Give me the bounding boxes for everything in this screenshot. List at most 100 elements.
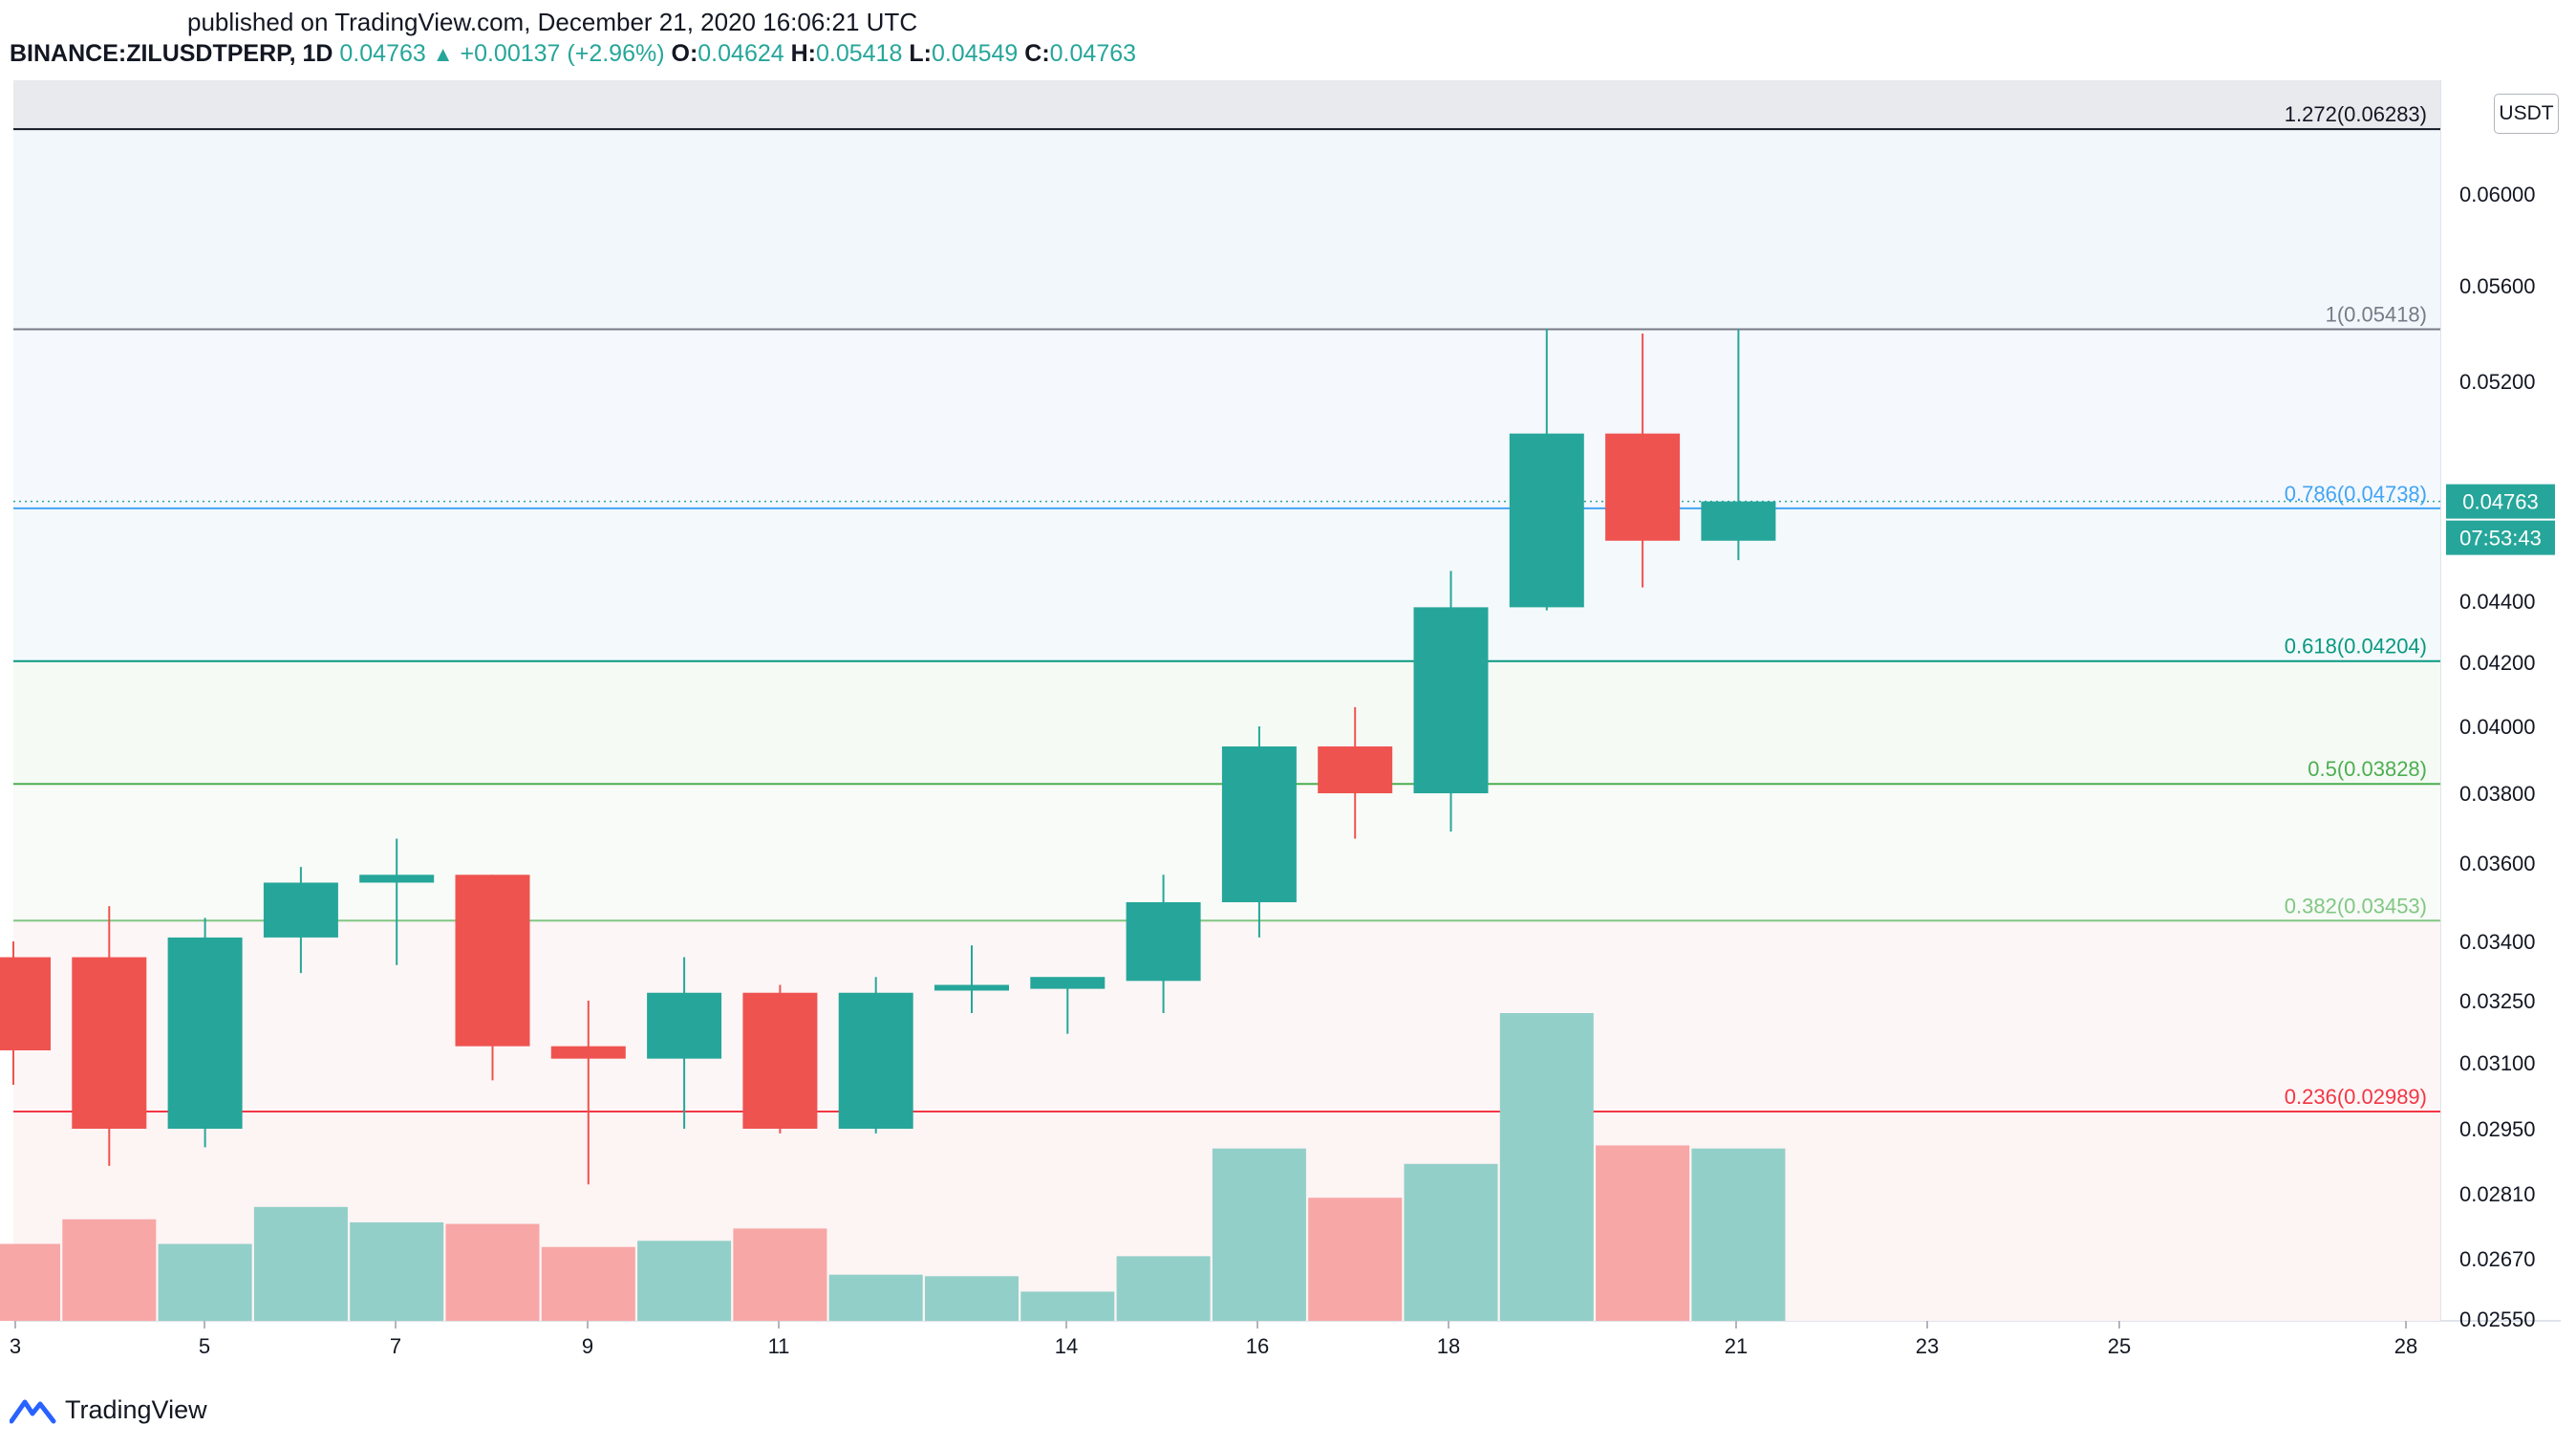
x-axis-tick-label: 21 xyxy=(1725,1334,1748,1358)
y-axis-tick-label: 0.02950 xyxy=(2459,1117,2536,1141)
high-label: H: xyxy=(790,40,816,67)
fib-level-label: 0.618(0.04204) xyxy=(2285,635,2427,659)
volume-bar xyxy=(1596,1145,1690,1321)
y-axis-tick-label: 0.05600 xyxy=(2459,274,2536,298)
fib-level-label: 0.236(0.02989) xyxy=(2285,1085,2427,1109)
open-label: O: xyxy=(671,40,698,67)
x-axis-tick-label: 16 xyxy=(1246,1334,1269,1358)
volume-bar xyxy=(253,1206,348,1321)
candle-body[interactable] xyxy=(359,875,435,883)
candle-body[interactable] xyxy=(1221,746,1297,902)
volume-bar xyxy=(1020,1291,1115,1321)
x-axis-tick-label: 14 xyxy=(1055,1334,1078,1358)
close-value: 0.04763 xyxy=(1049,40,1137,67)
y-axis-tick-label: 0.04400 xyxy=(2459,590,2536,614)
countdown-badge-text: 07:53:43 xyxy=(2459,527,2542,551)
symbol-name[interactable]: BINANCE:ZILUSDTPERP, 1D xyxy=(10,40,333,67)
x-axis-tick-label: 5 xyxy=(199,1334,210,1358)
candle-body[interactable] xyxy=(647,992,722,1059)
y-axis-tick-label: 0.02810 xyxy=(2459,1182,2536,1206)
tradingview-brand: TradingView xyxy=(10,1395,207,1425)
x-axis-tick-label: 28 xyxy=(2394,1334,2417,1358)
candle-body[interactable] xyxy=(72,957,147,1129)
volume-bar xyxy=(1116,1256,1211,1321)
x-axis-tick-label: 18 xyxy=(1437,1334,1460,1358)
fib-band xyxy=(13,920,2440,1112)
volume-bar xyxy=(1404,1163,1498,1321)
last-price-badge-text: 0.04763 xyxy=(2462,490,2539,514)
fib-level-label: 0.786(0.04738) xyxy=(2285,482,2427,506)
currency-selector[interactable]: USDT xyxy=(2494,94,2559,134)
volume-bar xyxy=(62,1219,157,1321)
volume-bar xyxy=(637,1241,732,1321)
last-price-badge xyxy=(2446,484,2555,519)
y-axis-tick-label: 0.03400 xyxy=(2459,930,2536,954)
candle-body[interactable] xyxy=(550,1046,626,1059)
x-axis-tick-label: 23 xyxy=(1916,1334,1939,1358)
volume-bar xyxy=(925,1276,1019,1321)
y-axis-tick-label: 0.03800 xyxy=(2459,782,2536,806)
fib-level-label: 1.272(0.06283) xyxy=(2285,102,2427,126)
symbol-legend: BINANCE:ZILUSDTPERP, 1D 0.04763 ▲ +0.001… xyxy=(10,40,1136,68)
x-axis-tick-label: 3 xyxy=(10,1334,21,1358)
y-axis-tick-label: 0.03100 xyxy=(2459,1051,2536,1075)
y-axis-tick-label: 0.02670 xyxy=(2459,1247,2536,1271)
volume-bar xyxy=(1308,1198,1403,1321)
volume-bar xyxy=(1691,1148,1786,1321)
candle-body[interactable] xyxy=(1318,746,1393,793)
y-axis-tick-label: 0.05200 xyxy=(2459,370,2536,394)
close-label: C: xyxy=(1024,40,1050,67)
fib-band xyxy=(13,129,2440,330)
x-axis-tick-label: 25 xyxy=(2108,1334,2131,1358)
candle-body[interactable] xyxy=(455,875,530,1047)
open-value: 0.04624 xyxy=(698,40,784,67)
x-axis-tick-label: 9 xyxy=(582,1334,593,1358)
volume-bar xyxy=(1499,1013,1594,1321)
candle-body[interactable] xyxy=(1509,433,1584,608)
last-price: 0.04763 xyxy=(339,40,426,67)
fib-band xyxy=(13,508,2440,661)
up-arrow-icon: ▲ xyxy=(432,42,454,66)
brand-name: TradingView xyxy=(65,1395,207,1424)
y-axis-tick-label: 0.02550 xyxy=(2459,1307,2536,1331)
volume-bar xyxy=(1212,1148,1306,1321)
fib-level-label: 1(0.05418) xyxy=(2326,303,2427,327)
fib-band-top xyxy=(13,80,2440,130)
volume-bar xyxy=(158,1243,252,1321)
x-axis-tick-label: 11 xyxy=(768,1334,790,1358)
high-value: 0.05418 xyxy=(816,40,903,67)
y-axis-tick-label: 0.04200 xyxy=(2459,651,2536,675)
volume-bar xyxy=(733,1228,827,1321)
volume-bar xyxy=(445,1223,540,1321)
price-change: +0.00137 (+2.96%) xyxy=(460,40,665,67)
fib-level-label: 0.5(0.03828) xyxy=(2308,757,2427,781)
x-axis-tick-label: 7 xyxy=(390,1334,401,1358)
candle-body[interactable] xyxy=(167,937,243,1129)
candle-body[interactable] xyxy=(1413,607,1489,793)
low-value: 0.04549 xyxy=(931,40,1019,67)
candle-body[interactable] xyxy=(742,992,818,1129)
fib-band xyxy=(13,329,2440,508)
tradingview-logo-icon xyxy=(10,1399,56,1423)
low-label: L: xyxy=(909,40,932,67)
y-axis-tick-label: 0.03600 xyxy=(2459,852,2536,875)
candle-body[interactable] xyxy=(1701,501,1776,541)
y-axis-tick-label: 0.03250 xyxy=(2459,989,2536,1013)
candle-body[interactable] xyxy=(1605,433,1681,541)
volume-bar xyxy=(350,1221,444,1321)
volume-bar xyxy=(828,1274,923,1321)
volume-bar xyxy=(0,1243,60,1321)
volume-bar xyxy=(541,1246,635,1321)
candle-body[interactable] xyxy=(934,984,1009,991)
candle-body[interactable] xyxy=(1126,902,1201,982)
countdown-badge xyxy=(2446,520,2555,555)
published-line: published on TradingView.com, December 2… xyxy=(187,8,918,36)
candle-body[interactable] xyxy=(263,882,338,938)
candle-body[interactable] xyxy=(1030,977,1106,989)
y-axis-tick-label: 0.06000 xyxy=(2459,183,2536,206)
candle-body[interactable] xyxy=(0,957,51,1050)
candle-body[interactable] xyxy=(838,992,913,1129)
y-axis-tick-label: 0.04000 xyxy=(2459,715,2536,739)
fib-level-label: 0.382(0.03453) xyxy=(2285,894,2427,918)
